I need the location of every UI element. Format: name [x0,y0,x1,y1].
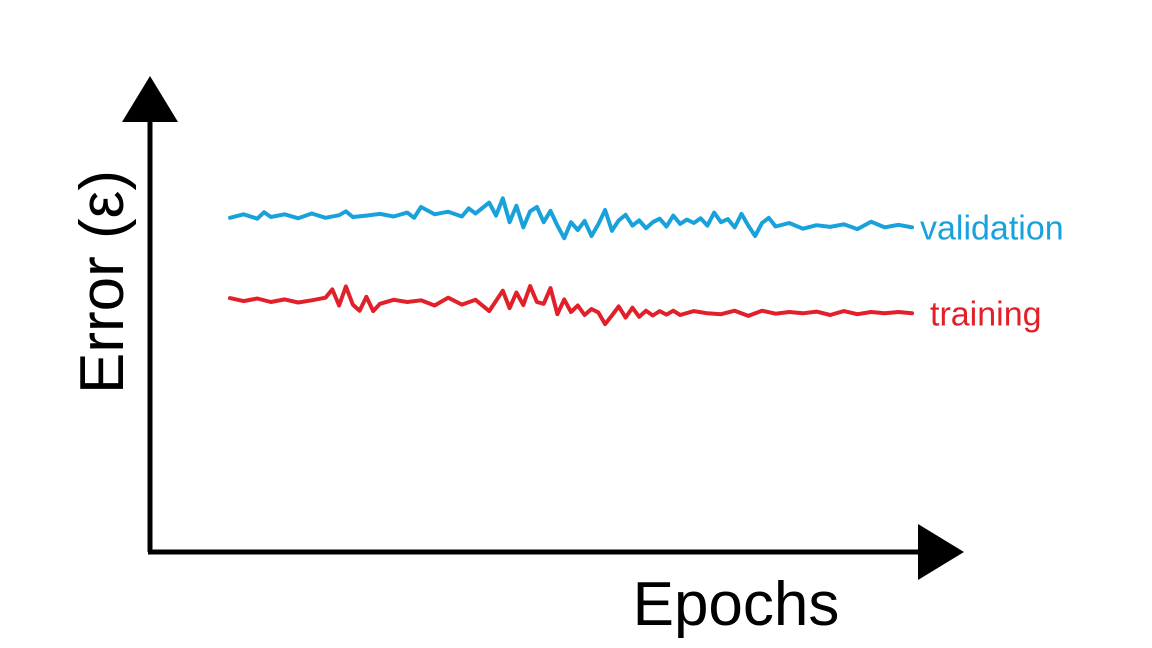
series-line-training [228,284,914,327]
axes [122,76,964,580]
series-line-validation [228,196,914,241]
x-axis-arrow-icon [918,524,964,580]
x-axis-title: Epochs [633,570,840,639]
series-label-validation: validation [920,209,1064,247]
series-layer [228,196,914,327]
y-axis-title: Error (ε) [68,170,137,394]
label-layer: validation training [920,209,1064,333]
y-axis-arrow-icon [122,76,178,122]
series-label-training: training [930,295,1042,333]
